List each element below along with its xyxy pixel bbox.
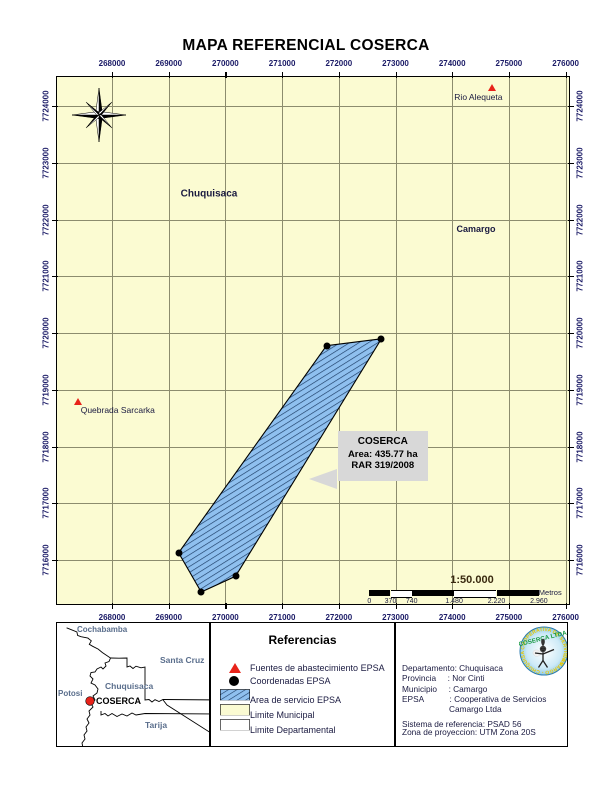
svg-text:COSERCA: COSERCA	[96, 696, 142, 706]
svg-text:Chuquisaca: Chuquisaca	[105, 681, 153, 691]
svg-text:Cochabamba: Cochabamba	[77, 625, 128, 634]
svg-text:Potosi: Potosi	[58, 689, 82, 698]
svg-text:Santa Cruz: Santa Cruz	[160, 655, 204, 665]
svg-text:Tarija: Tarija	[145, 720, 167, 730]
svg-text:N: N	[97, 85, 101, 87]
